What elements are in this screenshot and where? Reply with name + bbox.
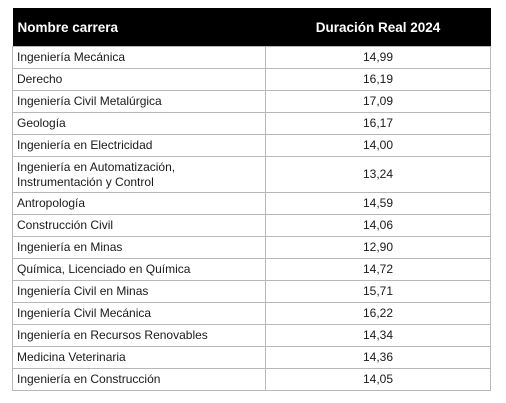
duration-cell: 17,09 (265, 90, 491, 113)
table-row: Construcción Civil 14,06 (12, 214, 491, 237)
table-row: Antropología 14,59 (12, 192, 491, 215)
career-name-cell: Ingeniería Civil Metalúrgica (12, 90, 266, 113)
duration-cell: 16,17 (265, 112, 491, 135)
table-row: Ingeniería en Automatización, Instrument… (12, 156, 491, 193)
duration-cell: 13,24 (265, 156, 491, 193)
career-name-cell: Ingeniería en Electricidad (12, 134, 266, 157)
career-duration-table: Nombre carrera Duración Real 2024 Ingeni… (12, 8, 491, 391)
duration-cell: 14,00 (265, 134, 491, 157)
table-body: Ingeniería Mecánica 14,99 Derecho 16,19 … (12, 46, 491, 391)
career-name-cell: Ingeniería Mecánica (12, 46, 266, 69)
duration-cell: 16,22 (265, 302, 491, 325)
career-name-cell: Ingeniería Civil Mecánica (12, 302, 266, 325)
duration-cell: 14,06 (265, 214, 491, 237)
career-name-cell: Derecho (12, 68, 266, 91)
column-header-career-name: Nombre carrera (12, 8, 266, 47)
header-row: Nombre carrera Duración Real 2024 (12, 8, 491, 47)
duration-cell: 14,36 (265, 346, 491, 369)
career-name-cell: Química, Licenciado en Química (12, 258, 266, 281)
career-name-cell: Ingeniería en Construcción (12, 368, 266, 391)
career-name-cell: Construcción Civil (12, 214, 266, 237)
table-row: Ingeniería en Recursos Renovables 14,34 (12, 324, 491, 347)
career-name-cell: Ingeniería en Minas (12, 236, 266, 259)
table-row: Ingeniería Civil Metalúrgica 17,09 (12, 90, 491, 113)
table-row: Ingeniería Civil Mecánica 16,22 (12, 302, 491, 325)
table-row: Ingeniería en Minas 12,90 (12, 236, 491, 259)
duration-cell: 16,19 (265, 68, 491, 91)
table-row: Ingeniería Civil en Minas 15,71 (12, 280, 491, 303)
duration-cell: 14,59 (265, 192, 491, 215)
table-row: Ingeniería en Construcción 14,05 (12, 368, 491, 391)
career-name-cell: Ingeniería Civil en Minas (12, 280, 266, 303)
career-name-cell: Ingeniería en Recursos Renovables (12, 324, 266, 347)
table-row: Ingeniería Mecánica 14,99 (12, 46, 491, 69)
duration-cell: 14,72 (265, 258, 491, 281)
column-header-real-duration: Duración Real 2024 (265, 8, 491, 47)
career-name-cell: Antropología (12, 192, 266, 215)
duration-cell: 12,90 (265, 236, 491, 259)
table-header: Nombre carrera Duración Real 2024 (12, 8, 491, 47)
table-row: Medicina Veterinaria 14,36 (12, 346, 491, 369)
table-row: Química, Licenciado en Química 14,72 (12, 258, 491, 281)
duration-cell: 14,99 (265, 46, 491, 69)
duration-cell: 14,34 (265, 324, 491, 347)
career-name-cell: Ingeniería en Automatización, Instrument… (12, 156, 266, 193)
career-name-cell: Geología (12, 112, 266, 135)
career-name-cell: Medicina Veterinaria (12, 346, 266, 369)
table-row: Geología 16,17 (12, 112, 491, 135)
table-row: Derecho 16,19 (12, 68, 491, 91)
duration-cell: 15,71 (265, 280, 491, 303)
duration-cell: 14,05 (265, 368, 491, 391)
table-container: Nombre carrera Duración Real 2024 Ingeni… (12, 8, 491, 391)
table-row: Ingeniería en Electricidad 14,00 (12, 134, 491, 157)
